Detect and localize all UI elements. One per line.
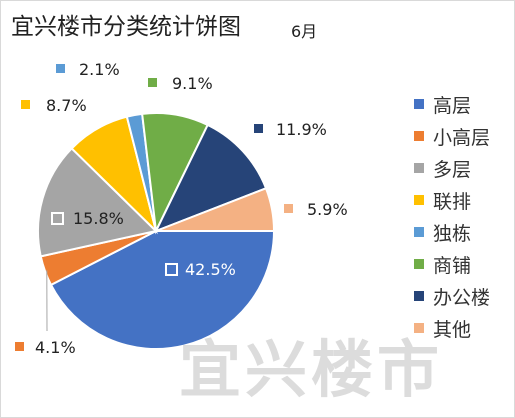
legend-item-gaoceng: 高层 — [414, 92, 472, 117]
pie-slice — [37, 147, 159, 258]
legend-label: 商铺 — [433, 254, 472, 277]
legend-label: 小高层 — [433, 126, 491, 149]
data-label-marker-xiaogaoceng — [15, 342, 24, 351]
legend-item-dudong: 独栋 — [414, 220, 472, 245]
data-label-marker-lianpai — [21, 100, 30, 109]
data-label-duoceng: 15.8% — [73, 209, 124, 228]
legend-label: 独栋 — [433, 222, 472, 245]
data-label-marker-dudong — [56, 64, 65, 73]
pie-slice — [153, 123, 268, 233]
legend-swatch — [414, 163, 424, 173]
legend-item-duoceng: 多层 — [414, 156, 472, 181]
data-label-xiaogaoceng: 4.1% — [35, 338, 76, 357]
data-label-shangpu: 9.1% — [172, 74, 213, 93]
legend-item-shangpu: 商铺 — [414, 252, 472, 277]
watermark-text: 宜兴楼市 — [179, 333, 444, 406]
legend-swatch — [414, 131, 424, 141]
legend-item-bangonglou: 办公楼 — [414, 284, 491, 309]
data-label-marker-bangonglou — [254, 124, 263, 133]
data-label-qita: 5.9% — [307, 200, 348, 219]
data-label-marker-duoceng — [51, 212, 64, 225]
legend-label: 高层 — [433, 94, 472, 117]
chart-title: 宜兴楼市分类统计饼图 — [11, 14, 241, 40]
legend-label: 联排 — [433, 190, 472, 213]
legend-swatch — [414, 99, 424, 109]
legend-item-lianpai: 联排 — [414, 188, 472, 213]
data-label-dudong: 2.1% — [79, 60, 120, 79]
data-label-gaoceng: 42.5% — [185, 260, 236, 279]
data-label-marker-shangpu — [148, 78, 157, 87]
legend-label: 多层 — [433, 158, 472, 181]
legend-swatch — [414, 227, 424, 237]
legend-swatch — [414, 323, 424, 333]
chart-subtitle: 6月 — [291, 22, 318, 41]
legend-label: 办公楼 — [433, 286, 491, 309]
pie-slice — [155, 186, 276, 232]
data-label-marker-gaoceng — [165, 263, 178, 276]
data-label-lianpai: 8.7% — [46, 96, 87, 115]
legend-swatch — [414, 291, 424, 301]
pie-slice — [49, 230, 276, 350]
legend-item-xiaogaoceng: 小高层 — [414, 124, 491, 149]
legend-swatch — [414, 195, 424, 205]
legend-swatch — [414, 259, 424, 269]
data-label-bangonglou: 11.9% — [276, 120, 327, 139]
legend-label: 其他 — [433, 318, 472, 341]
legend-item-qita: 其他 — [414, 316, 472, 341]
data-label-marker-qita — [284, 204, 293, 213]
